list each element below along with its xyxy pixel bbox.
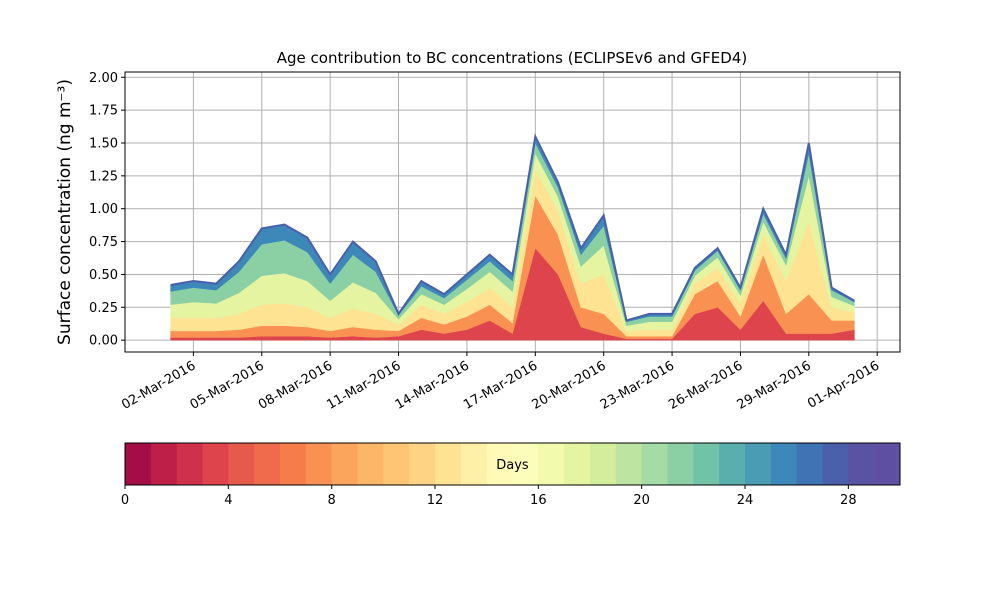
colorbar-band [228, 443, 255, 485]
colorbar-band [796, 443, 823, 485]
colorbar-tick-label: 0 [121, 493, 129, 508]
colorbar-tick-label: 4 [224, 493, 232, 508]
colorbar-tick-label: 24 [737, 493, 754, 508]
colorbar-frame [124, 442, 901, 486]
colorbar-band [280, 443, 307, 485]
colorbar-tick-label: 8 [328, 493, 336, 508]
x-tick-label: 26-Mar-2016 [666, 358, 745, 412]
x-tick-label: 14-Mar-2016 [393, 358, 472, 412]
y-tick-label: 1.75 [89, 104, 118, 119]
colorbar-band [331, 443, 358, 485]
colorbar-band [745, 443, 772, 485]
y-tick-label: 0.00 [89, 334, 118, 349]
x-tick-label: 02-Mar-2016 [119, 358, 198, 412]
chart-title: Age contribution to BC concentrations (E… [277, 49, 748, 67]
colorbar-band [202, 443, 229, 485]
y-tick-label: 1.25 [89, 169, 118, 184]
colorbar-band [150, 443, 178, 485]
colorbar-band [641, 443, 668, 485]
x-tick-label: 08-Mar-2016 [256, 358, 335, 412]
colorbar-band [667, 443, 694, 485]
axes-frame [124, 71, 901, 353]
colorbar-band [383, 443, 410, 485]
colorbar-band [848, 443, 875, 485]
colorbar-band [357, 443, 384, 485]
colorbar-band [719, 443, 746, 485]
y-tick-label: 2.00 [89, 71, 118, 86]
colorbar-band [538, 443, 565, 485]
colorbar-band [822, 443, 849, 485]
y-axis-label: Surface concentration (ng m⁻³) [55, 79, 75, 345]
colorbar-band [125, 443, 152, 485]
x-tick-label: 05-Mar-2016 [188, 358, 267, 412]
colorbar-band [770, 443, 798, 485]
x-tick-label: 20-Mar-2016 [530, 358, 609, 412]
colorbar-band [460, 443, 488, 485]
colorbar-band [409, 443, 436, 485]
colorbar-label: Days [496, 458, 529, 473]
x-tick-label: 29-Mar-2016 [735, 358, 814, 412]
colorbar-band [254, 443, 281, 485]
y-tick-label: 1.00 [89, 202, 118, 217]
colorbar-band [512, 443, 539, 485]
colorbar-band [693, 443, 720, 485]
y-tick-label: 0.25 [89, 301, 118, 316]
x-tick-label: 11-Mar-2016 [324, 358, 403, 412]
x-tick-label: 23-Mar-2016 [598, 358, 677, 412]
colorbar-band [564, 443, 591, 485]
colorbar-band [615, 443, 643, 485]
colorbar-tick-label: 28 [840, 493, 857, 508]
y-tick-label: 1.50 [89, 136, 118, 151]
colorbar-tick-label: 16 [530, 493, 547, 508]
total-line [170, 133, 855, 322]
colorbar-band [176, 443, 203, 485]
colorbar-band [486, 443, 513, 485]
y-tick-label: 0.75 [89, 235, 118, 250]
colorbar-band [590, 443, 617, 485]
y-tick-label: 0.50 [89, 268, 118, 283]
colorbar-band [305, 443, 333, 485]
colorbar-band [874, 443, 901, 485]
colorbar-tick-label: 20 [633, 493, 650, 508]
x-tick-label: 01-Apr-2016 [805, 358, 882, 411]
x-tick-label: 17-Mar-2016 [461, 358, 540, 412]
colorbar-band [435, 443, 462, 485]
colorbar-tick-label: 12 [427, 493, 444, 508]
